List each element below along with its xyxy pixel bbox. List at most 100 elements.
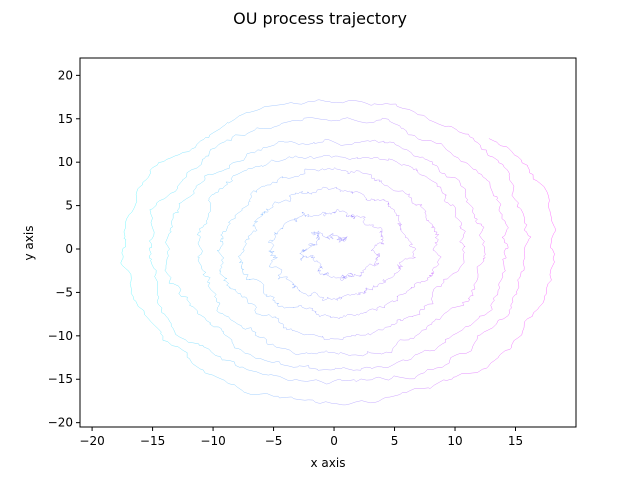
trajectory-segment	[304, 365, 309, 367]
trajectory-segment	[523, 246, 526, 251]
trajectory-segment	[277, 396, 280, 399]
trajectory-segment	[323, 213, 325, 215]
trajectory-segment	[179, 337, 186, 341]
trajectory-segment	[479, 235, 483, 240]
trajectory-segment	[328, 212, 331, 215]
trajectory-segment	[305, 249, 307, 251]
trajectory-segment	[371, 366, 376, 369]
trajectory-segment	[468, 295, 471, 299]
trajectory-segment	[436, 239, 439, 243]
trajectory-segment	[282, 305, 285, 309]
trajectory-segment	[199, 226, 203, 229]
trajectory-segment	[324, 214, 326, 217]
trajectory-segment	[381, 182, 384, 185]
trajectory-segment	[197, 183, 201, 186]
trajectory-segment	[471, 288, 476, 291]
trajectory-segment	[388, 201, 390, 204]
trajectory-segment	[554, 227, 556, 231]
trajectory-segment	[340, 352, 347, 355]
trajectory-segment	[456, 305, 460, 308]
trajectory-segment	[414, 335, 416, 338]
trajectory-segment	[388, 300, 393, 303]
trajectory-segment	[413, 248, 417, 252]
trajectory-segment	[464, 193, 467, 198]
trajectory-segment	[437, 262, 440, 265]
trajectory-segment	[501, 218, 506, 222]
trajectory-segment	[431, 296, 433, 299]
trajectory-segment	[367, 309, 370, 312]
trajectory-segment	[266, 343, 269, 345]
trajectory-segment	[204, 173, 210, 176]
trajectory-segment	[227, 223, 231, 227]
trajectory-segment	[214, 296, 217, 299]
trajectory-segment	[315, 169, 319, 172]
trajectory-segment	[312, 256, 315, 260]
trajectory-segment	[460, 228, 464, 231]
trajectory-segment	[279, 376, 284, 379]
trajectory-segment	[334, 367, 336, 370]
trajectory-segment	[353, 142, 355, 144]
trajectory-segment	[376, 256, 378, 259]
trajectory-segment	[460, 185, 465, 189]
trajectory-segment	[374, 401, 379, 403]
trajectory-segment	[298, 399, 305, 401]
trajectory-segment	[322, 140, 325, 143]
trajectory-segment	[150, 222, 152, 226]
trajectory-segment	[164, 197, 167, 199]
trajectory-segment	[172, 345, 179, 347]
trajectory-segment	[488, 155, 494, 158]
trajectory-segment	[496, 199, 501, 204]
trajectory-segment	[437, 253, 439, 256]
trajectory-segment	[203, 272, 206, 275]
trajectory-segment	[389, 187, 393, 191]
trajectory-segment	[369, 308, 373, 310]
trajectory-segment	[392, 300, 394, 303]
trajectory-segment	[319, 336, 323, 338]
trajectory-segment	[524, 223, 528, 226]
trajectory-segment	[315, 232, 319, 235]
trajectory-segment	[377, 256, 381, 258]
x-tick-label: −20	[79, 434, 104, 448]
trajectory-segment	[274, 143, 276, 146]
trajectory-segment	[512, 184, 515, 187]
trajectory-segment	[429, 222, 433, 225]
x-tick-label: 10	[447, 434, 462, 448]
trajectory-segment	[297, 365, 300, 368]
trajectory-segment	[503, 267, 506, 272]
trajectory-segment	[347, 274, 352, 277]
trajectory-segment	[532, 312, 534, 317]
trajectory-segment	[189, 358, 192, 363]
trajectory-segment	[363, 102, 369, 105]
trajectory-segment	[242, 366, 248, 370]
trajectory-segment	[183, 350, 188, 353]
trajectory-segment	[473, 281, 477, 286]
trajectory-segment	[306, 380, 311, 382]
trajectory-segment	[311, 156, 314, 159]
trajectory-segment	[327, 275, 331, 278]
trajectory-segment	[196, 140, 201, 145]
trajectory-segment	[169, 277, 172, 280]
trajectory-segment	[377, 284, 379, 287]
y-tick-label: −5	[55, 285, 73, 299]
trajectory-segment	[172, 283, 176, 285]
trajectory-segment	[361, 400, 367, 403]
trajectory-segment	[553, 226, 556, 228]
trajectory-segment	[391, 349, 393, 353]
trajectory-segment	[178, 293, 182, 297]
trajectory-segment	[432, 163, 438, 167]
trajectory-segment	[410, 152, 414, 157]
trajectory-segment	[427, 303, 429, 306]
trajectory-segment	[450, 152, 454, 156]
trajectory-segment	[123, 238, 127, 240]
trajectory-segment	[368, 288, 373, 291]
trajectory-segment	[220, 233, 223, 236]
trajectory-segment	[260, 393, 267, 395]
trajectory-segment	[225, 228, 228, 232]
trajectory-segment	[459, 305, 464, 307]
trajectory-segment	[310, 293, 312, 296]
trajectory-segment	[419, 330, 423, 334]
trajectory-segment	[319, 315, 322, 318]
trajectory-segment	[270, 239, 273, 242]
trajectory-segment	[198, 236, 201, 242]
trajectory-segment	[504, 230, 507, 236]
